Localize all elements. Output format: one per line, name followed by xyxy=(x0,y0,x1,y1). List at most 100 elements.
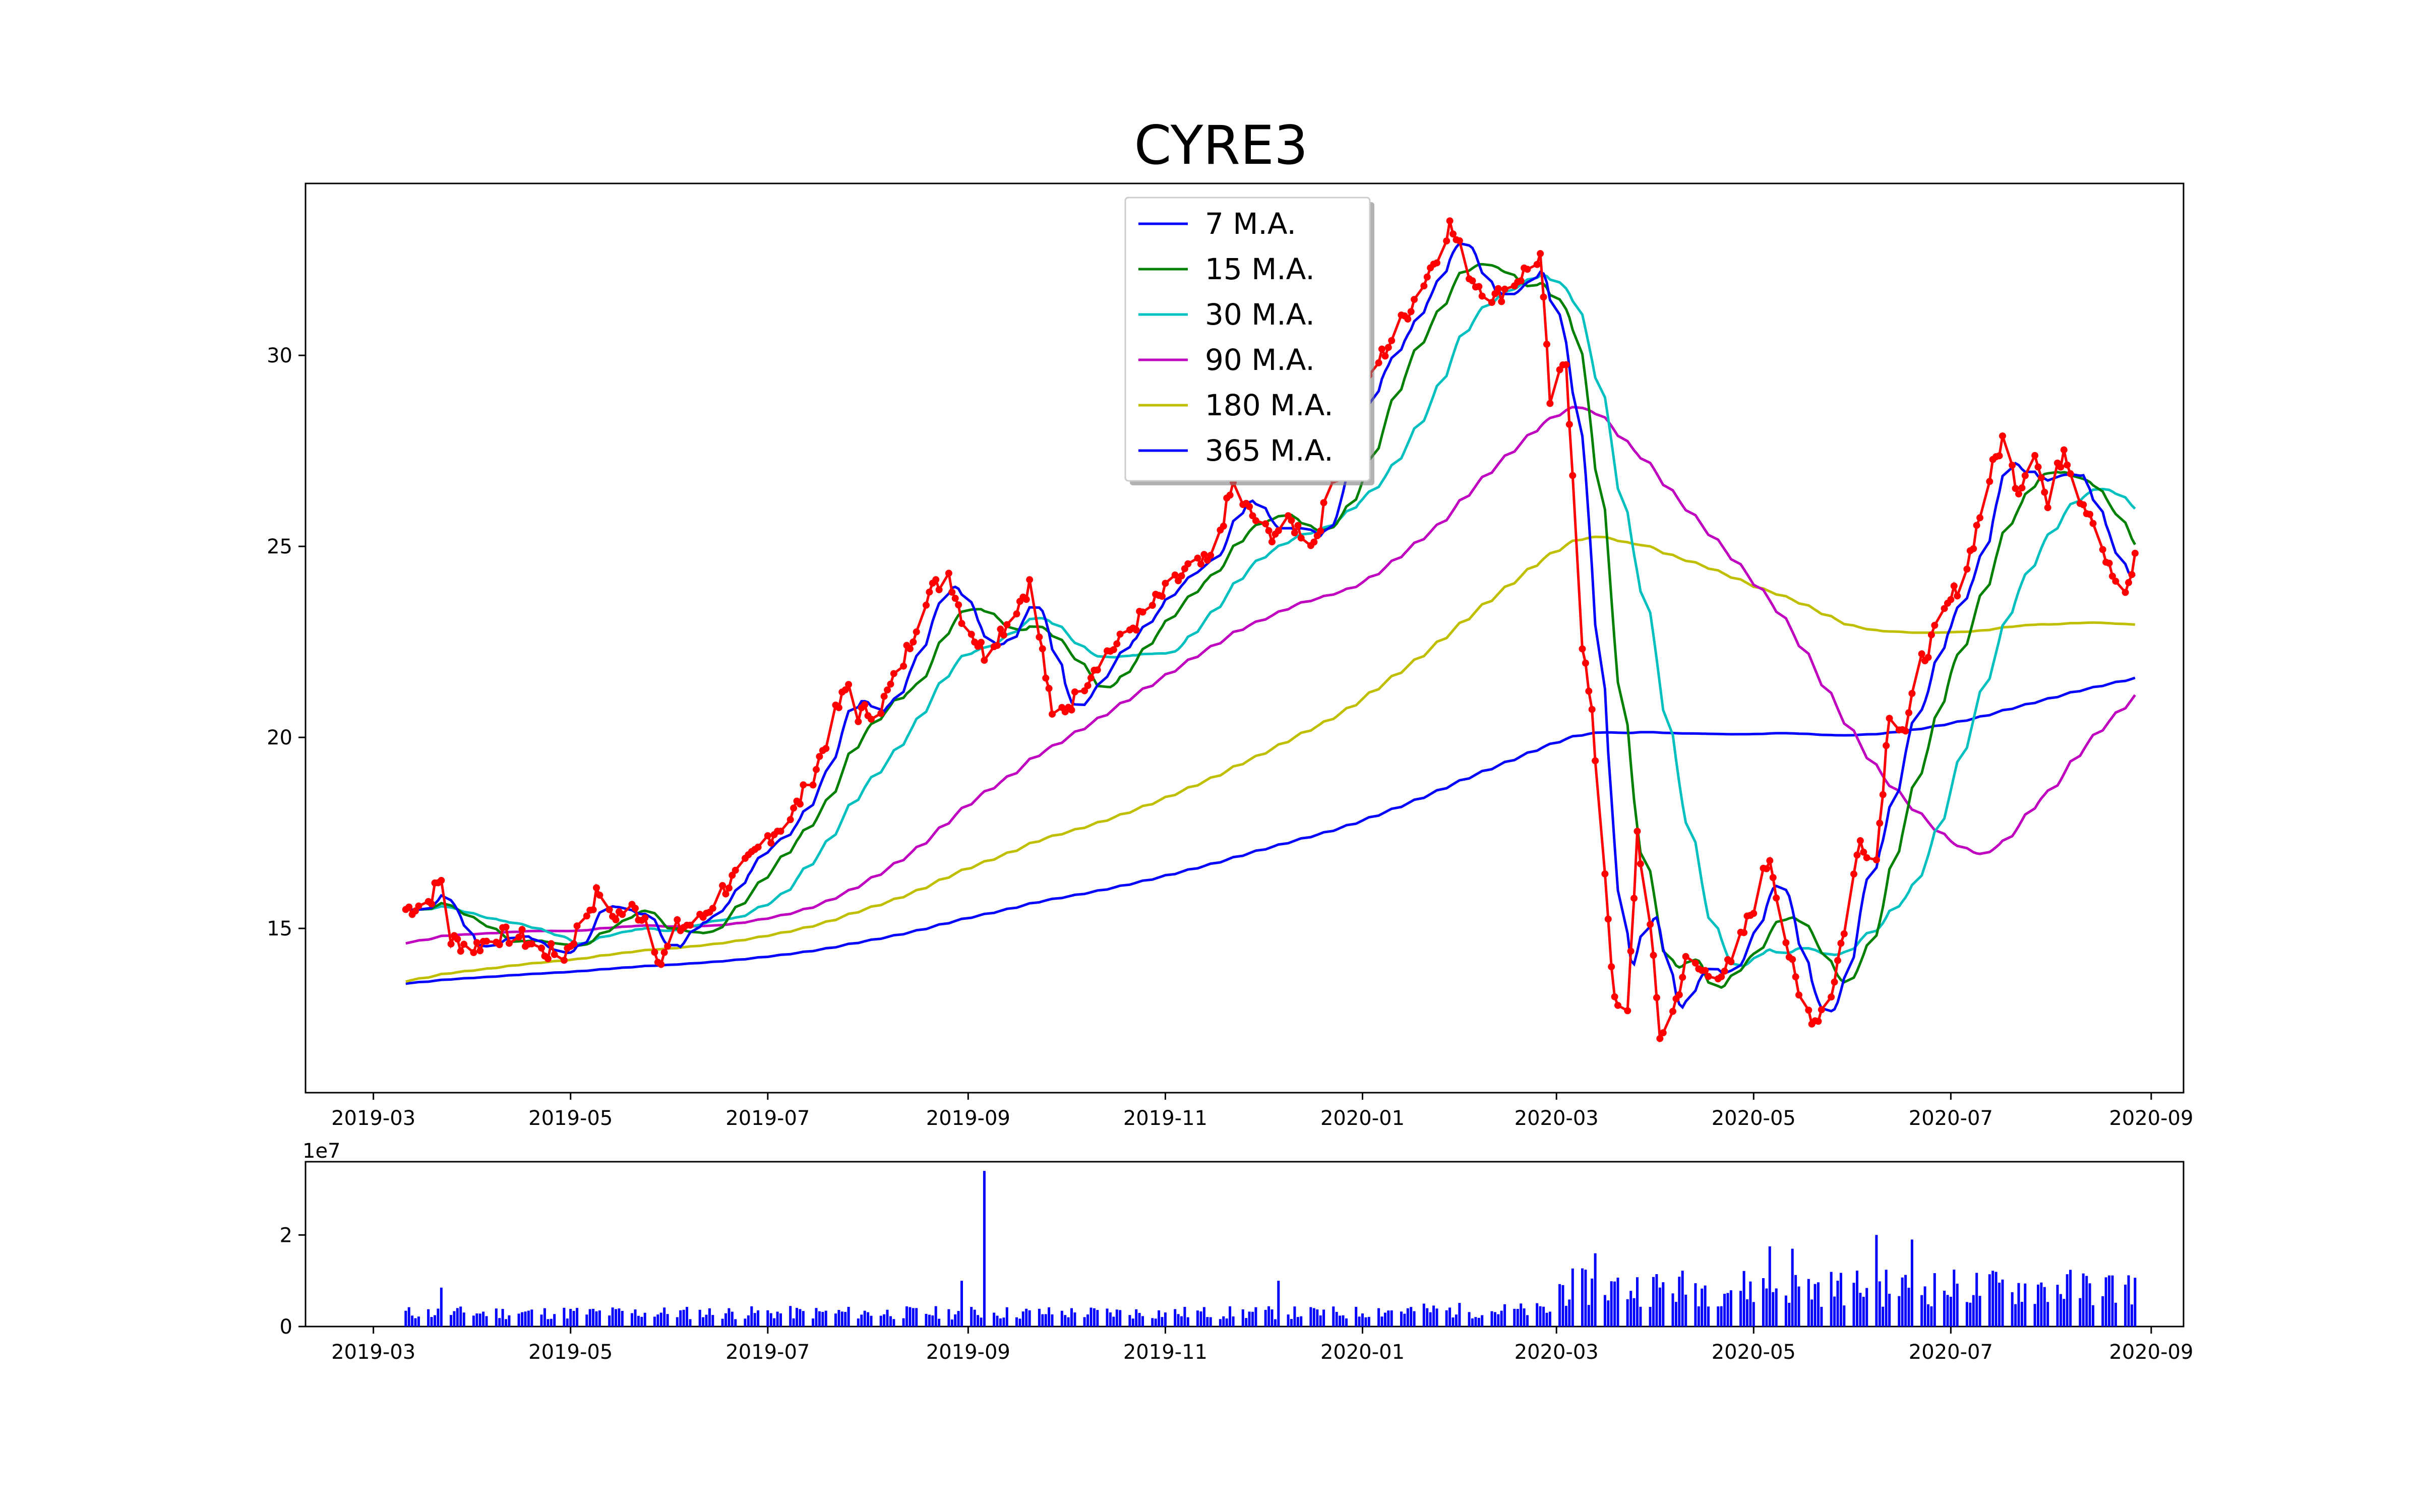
volume-bar xyxy=(608,1315,611,1327)
price-point xyxy=(1036,634,1043,641)
price-point xyxy=(1265,527,1273,534)
volume-bar xyxy=(812,1318,815,1327)
volume-bar xyxy=(724,1313,727,1327)
volume-bar xyxy=(769,1313,772,1327)
price-point xyxy=(641,914,649,922)
price-point xyxy=(1320,499,1327,507)
volume-bar xyxy=(1839,1273,1842,1327)
volume-bar xyxy=(686,1307,688,1327)
price-point xyxy=(1081,687,1088,695)
price-point xyxy=(1579,645,1586,653)
price-point xyxy=(2015,490,2023,498)
price-point xyxy=(1294,522,1302,529)
volume-bar xyxy=(615,1309,617,1327)
volume-bar xyxy=(824,1310,827,1327)
volume-bar xyxy=(1413,1311,1416,1327)
price-point xyxy=(1986,478,1993,485)
volume-bar xyxy=(417,1316,420,1327)
volume-bar xyxy=(983,1171,986,1327)
volume-bar xyxy=(912,1308,915,1327)
volume-bar xyxy=(980,1317,983,1327)
volume-bar xyxy=(757,1310,760,1327)
price-point xyxy=(1171,571,1179,579)
volume-bar xyxy=(553,1314,556,1327)
price-point xyxy=(1226,491,1234,499)
volume-bar xyxy=(792,1318,795,1327)
volume-bar xyxy=(643,1312,646,1327)
price-point xyxy=(1381,352,1389,360)
volume-bar xyxy=(1655,1274,1658,1327)
volume-bar xyxy=(1988,1274,1991,1327)
price-point xyxy=(1941,605,1948,612)
price-point xyxy=(841,686,849,694)
volume-bar xyxy=(1158,1310,1161,1327)
price-point xyxy=(1592,757,1599,765)
volume-bar xyxy=(462,1312,465,1327)
volume-bar xyxy=(999,1318,1002,1327)
volume-bar xyxy=(1726,1293,1729,1327)
volume-bar xyxy=(870,1315,873,1327)
volume-bar xyxy=(1225,1318,1228,1327)
volume-bar xyxy=(1865,1288,1868,1327)
price-point xyxy=(1533,261,1541,268)
price-point xyxy=(476,947,484,955)
volume-bar xyxy=(1503,1304,1506,1327)
price-point xyxy=(1876,820,1884,827)
price-point xyxy=(2112,578,2120,585)
volume-bar xyxy=(905,1306,908,1327)
price-point xyxy=(2060,446,2068,454)
volume-bar xyxy=(954,1314,957,1327)
volume-bar xyxy=(547,1319,550,1327)
volume-bar xyxy=(611,1307,614,1327)
volume-bar xyxy=(1070,1308,1073,1327)
price-point xyxy=(1049,710,1056,718)
volume-bar xyxy=(840,1311,843,1327)
volume-bar xyxy=(2066,1274,2069,1327)
volume-bar xyxy=(938,1318,941,1327)
volume-bar xyxy=(1885,1270,1888,1327)
volume-bar xyxy=(1862,1297,1865,1327)
volume-bar xyxy=(734,1319,737,1327)
volume-bar xyxy=(1684,1294,1687,1327)
volume-bar xyxy=(753,1313,756,1327)
volume-bar xyxy=(1471,1318,1474,1327)
volume-bar xyxy=(1481,1315,1484,1327)
price-point xyxy=(967,631,975,638)
price-point xyxy=(855,718,862,725)
price-point xyxy=(1927,631,1935,639)
price-point xyxy=(2031,452,2039,459)
price-point xyxy=(910,638,917,646)
price-point xyxy=(1378,345,1385,353)
volume-bar xyxy=(1002,1317,1005,1327)
price-point xyxy=(583,912,590,920)
volume-bar xyxy=(663,1307,666,1327)
volume-bar xyxy=(915,1308,918,1327)
price-point xyxy=(2080,501,2087,509)
price-point xyxy=(1178,572,1185,580)
volume-bar xyxy=(1410,1307,1413,1327)
price-point xyxy=(1094,666,1101,674)
volume-axes-frame xyxy=(305,1161,2185,1328)
volume-bar xyxy=(1681,1271,1684,1327)
volume-bar xyxy=(1241,1309,1244,1327)
volume-x-tick-label: 2020-09 xyxy=(2109,1341,2193,1364)
volume-bar xyxy=(1972,1295,1975,1327)
volume-bar xyxy=(1164,1312,1167,1327)
price-point xyxy=(994,642,1001,649)
volume-bar xyxy=(1345,1318,1348,1327)
volume-bar xyxy=(1322,1309,1325,1327)
price-point xyxy=(651,949,658,956)
price-point xyxy=(1423,273,1431,281)
volume-bar xyxy=(1833,1296,1836,1327)
volume-bar xyxy=(1607,1300,1610,1327)
volume-bar xyxy=(1390,1310,1393,1327)
volume-bar xyxy=(508,1315,511,1327)
price-point xyxy=(1562,361,1570,368)
price-point xyxy=(709,905,716,912)
volume-bar xyxy=(925,1313,928,1327)
volume-bar xyxy=(1539,1306,1542,1327)
volume-bar xyxy=(1468,1312,1471,1327)
price-point xyxy=(884,686,891,694)
price-point xyxy=(528,940,535,948)
volume-bar xyxy=(1616,1278,1619,1327)
